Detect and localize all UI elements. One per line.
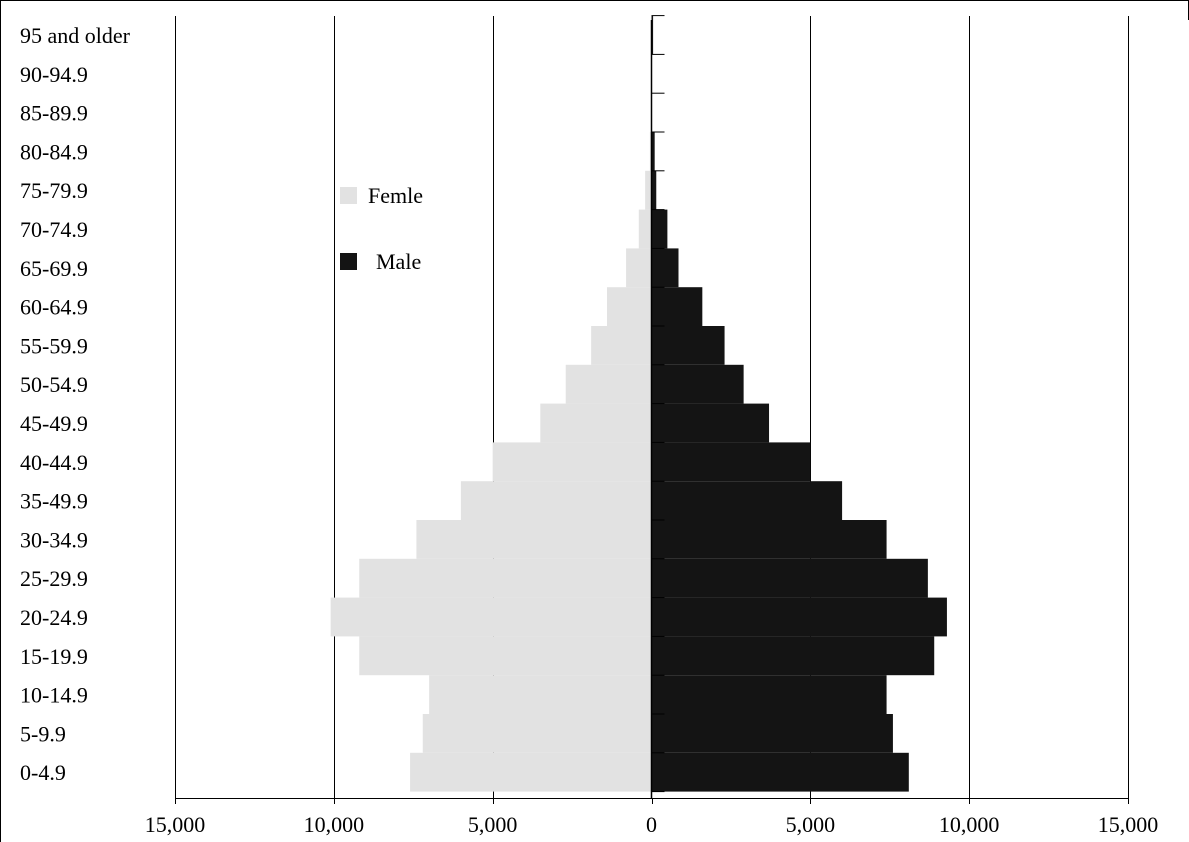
x-tick-label-5: 10,000 [939,812,1000,837]
y-category-label-11: 40-44.9 [20,450,88,475]
x-tick-label-1: 10,000 [304,812,365,837]
bar-female-11 [492,442,652,482]
bar-male-12 [651,481,843,520]
bar-female-5 [638,209,652,249]
bar-male-3 [651,132,655,171]
bar-female-18 [422,714,652,753]
y-category-label-16: 15-19.9 [20,644,88,669]
bar-female-10 [540,403,652,443]
bar-male-8 [651,326,725,365]
axis-layer [175,15,1129,804]
bars-layer [330,15,947,792]
y-category-label-19: 0-4.9 [20,760,66,785]
y-category-label-12: 35-49.9 [20,489,88,514]
bar-female-9 [565,364,652,404]
y-category-label-6: 65-69.9 [20,256,88,281]
legend-swatch-1 [340,253,357,270]
y-category-label-17: 10-14.9 [20,683,88,708]
legend-swatch-0 [340,187,357,204]
y-category-label-4: 75-79.9 [20,178,88,203]
y-category-label-14: 25-29.9 [20,566,88,591]
bar-female-15 [330,597,652,637]
bar-male-18 [651,714,893,753]
bar-female-17 [429,675,652,714]
y-category-label-0: 95 and older [20,23,131,48]
bar-male-5 [651,209,668,249]
labels-layer: 15,000 10,000 5,000 0 5,000 10,000 15,000 95 an… [20,23,1158,837]
y-category-label-9: 50-54.9 [20,372,88,397]
bar-male-16 [651,636,935,676]
bar-female-19 [410,752,652,792]
y-category-label-13: 30-34.9 [20,527,88,552]
bar-male-17 [651,675,887,714]
y-category-label-15: 20-24.9 [20,605,88,630]
bar-male-10 [651,403,770,443]
bar-female-13 [416,520,652,559]
x-tick-label-3: 0 [646,812,657,837]
bar-male-7 [651,287,703,326]
bar-female-7 [607,287,652,326]
y-category-label-1: 90-94.9 [20,62,88,87]
x-tick-label-6: 15,000 [1098,812,1159,837]
y-category-label-5: 70-74.9 [20,217,88,242]
bar-female-12 [460,481,652,520]
bar-male-15 [651,597,947,637]
x-tick-label-2: 5,000 [468,812,518,837]
bar-female-8 [591,326,652,365]
legend-label-1: Male [376,249,421,274]
bar-male-9 [651,364,744,404]
bar-male-6 [651,248,679,288]
bar-female-14 [359,558,652,598]
y-category-label-2: 85-89.9 [20,101,88,126]
bar-female-4 [645,170,652,210]
y-category-label-18: 5-9.9 [20,721,66,746]
bar-male-4 [651,170,657,210]
y-category-label-3: 80-84.9 [20,139,88,164]
y-category-label-8: 55-59.9 [20,333,88,358]
legend: Femle Male [340,183,423,274]
bar-male-0 [651,15,654,55]
bar-male-11 [651,442,811,482]
bar-female-6 [626,248,652,288]
x-tick-label-4: 5,000 [786,812,836,837]
bar-female-3 [649,132,652,171]
bar-female-16 [359,636,652,676]
legend-label-0: Femle [368,183,423,208]
bar-male-13 [651,520,887,559]
bar-male-19 [651,752,909,792]
bar-male-14 [651,558,928,598]
y-category-label-10: 45-49.9 [20,411,88,436]
y-category-label-7: 60-64.9 [20,295,88,320]
x-tick-label-0: 15,000 [145,812,206,837]
